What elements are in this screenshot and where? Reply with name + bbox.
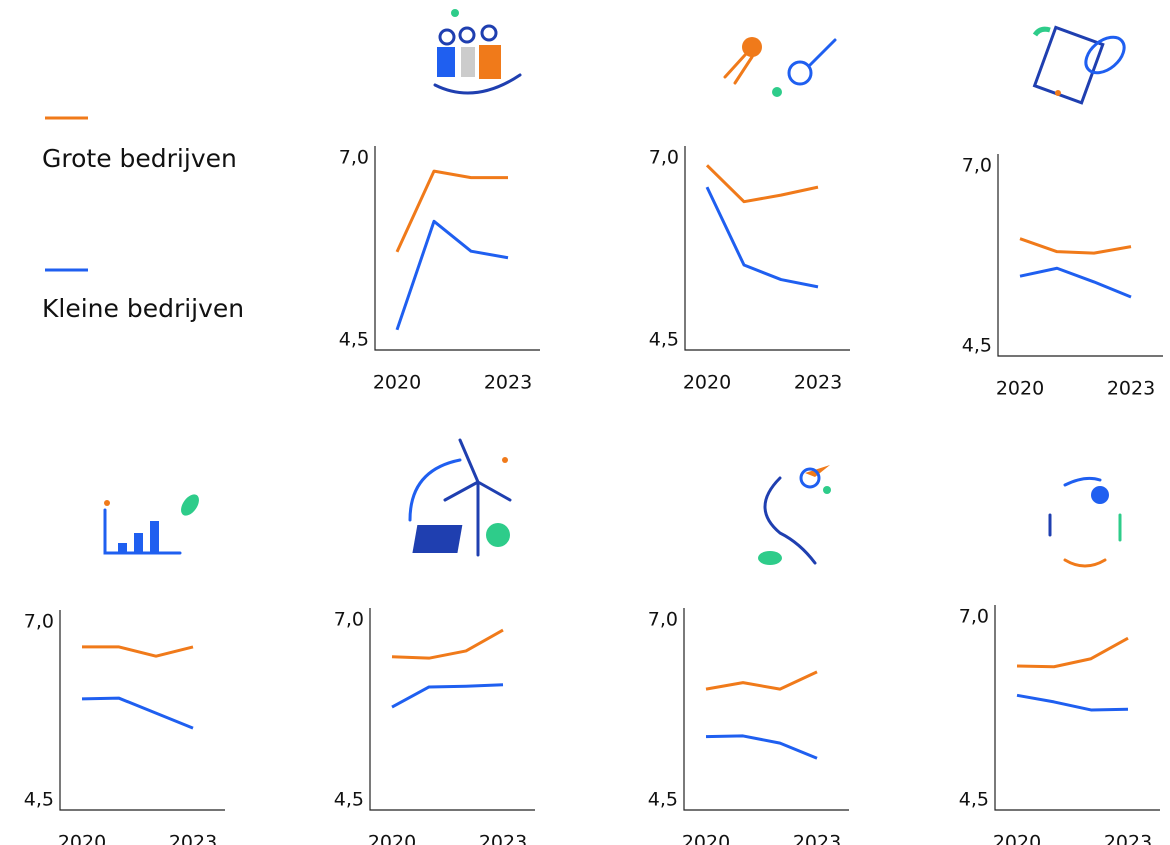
panel: 4,5 7,0 2020 2023 xyxy=(649,146,850,394)
y-tick-label: 4,5 xyxy=(649,329,679,351)
series-line xyxy=(705,164,819,204)
icon-energy xyxy=(408,438,512,557)
series-line xyxy=(391,683,504,709)
y-tick-label: 4,5 xyxy=(959,789,989,811)
x-tick-label: 2020 xyxy=(993,832,1041,845)
axis xyxy=(683,608,849,811)
legend-label: Kleine bedrijven xyxy=(42,294,244,323)
axis xyxy=(997,154,1163,357)
x-tick-label: 2023 xyxy=(794,372,842,394)
axis xyxy=(684,146,850,351)
y-tick-label: 7,0 xyxy=(334,609,364,631)
series-line xyxy=(1016,693,1129,712)
y-tick-label: 4,5 xyxy=(334,789,364,811)
x-tick-label: 2023 xyxy=(169,832,217,845)
series-line xyxy=(1019,266,1132,299)
series-line xyxy=(395,169,508,253)
series-line xyxy=(395,219,509,331)
series-line xyxy=(1019,237,1132,255)
series-line xyxy=(81,696,194,730)
series-line xyxy=(705,186,819,289)
x-tick-label: 2023 xyxy=(484,372,532,394)
icon-people xyxy=(433,9,522,95)
x-tick-label: 2020 xyxy=(373,372,421,394)
icon-cycle xyxy=(1048,476,1122,568)
legend: Grote bedrijven Kleine bedrijven xyxy=(42,116,244,323)
series-line xyxy=(705,734,818,760)
panel: 4,5 7,0 2020 2023 xyxy=(24,610,225,845)
x-tick-label: 2023 xyxy=(1107,378,1155,400)
x-tick-label: 2020 xyxy=(368,832,416,845)
y-tick-label: 7,0 xyxy=(339,147,369,169)
panel: 4,5 7,0 2020 2023 xyxy=(959,605,1160,845)
x-tick-label: 2020 xyxy=(682,832,730,845)
icon-nature xyxy=(758,465,831,565)
y-tick-label: 7,0 xyxy=(24,611,54,633)
panel: 4,5 7,0 2020 2023 xyxy=(962,154,1163,400)
icon-finance xyxy=(1032,25,1126,105)
y-tick-label: 7,0 xyxy=(962,155,992,177)
axis xyxy=(994,605,1160,811)
icon-chemistry xyxy=(723,37,837,97)
y-tick-label: 7,0 xyxy=(648,609,678,631)
y-tick-label: 4,5 xyxy=(648,789,678,811)
axis xyxy=(59,610,225,811)
series-line xyxy=(82,645,194,658)
x-tick-label: 2020 xyxy=(996,378,1044,400)
series-line xyxy=(1016,636,1129,669)
x-tick-label: 2020 xyxy=(58,832,106,845)
legend-label: Grote bedrijven xyxy=(42,144,237,173)
panel: 4,5 7,0 2020 2023 xyxy=(648,608,849,845)
series-line xyxy=(391,628,504,660)
y-tick-label: 7,0 xyxy=(649,147,679,169)
x-tick-label: 2023 xyxy=(479,832,527,845)
y-tick-label: 7,0 xyxy=(959,606,989,628)
y-tick-label: 4,5 xyxy=(339,329,369,351)
y-tick-label: 4,5 xyxy=(962,335,992,357)
series-line xyxy=(705,670,818,691)
x-tick-label: 2020 xyxy=(683,372,731,394)
axis xyxy=(374,146,540,351)
x-tick-label: 2023 xyxy=(793,832,841,845)
y-tick-label: 4,5 xyxy=(24,789,54,811)
panel: 4,5 7,0 2020 2023 xyxy=(334,608,535,845)
icon-growth xyxy=(103,494,199,555)
icons xyxy=(103,9,1126,568)
axis xyxy=(369,608,535,811)
panel: 4,5 7,0 2020 2023 xyxy=(339,146,540,394)
x-tick-label: 2023 xyxy=(1104,832,1152,845)
